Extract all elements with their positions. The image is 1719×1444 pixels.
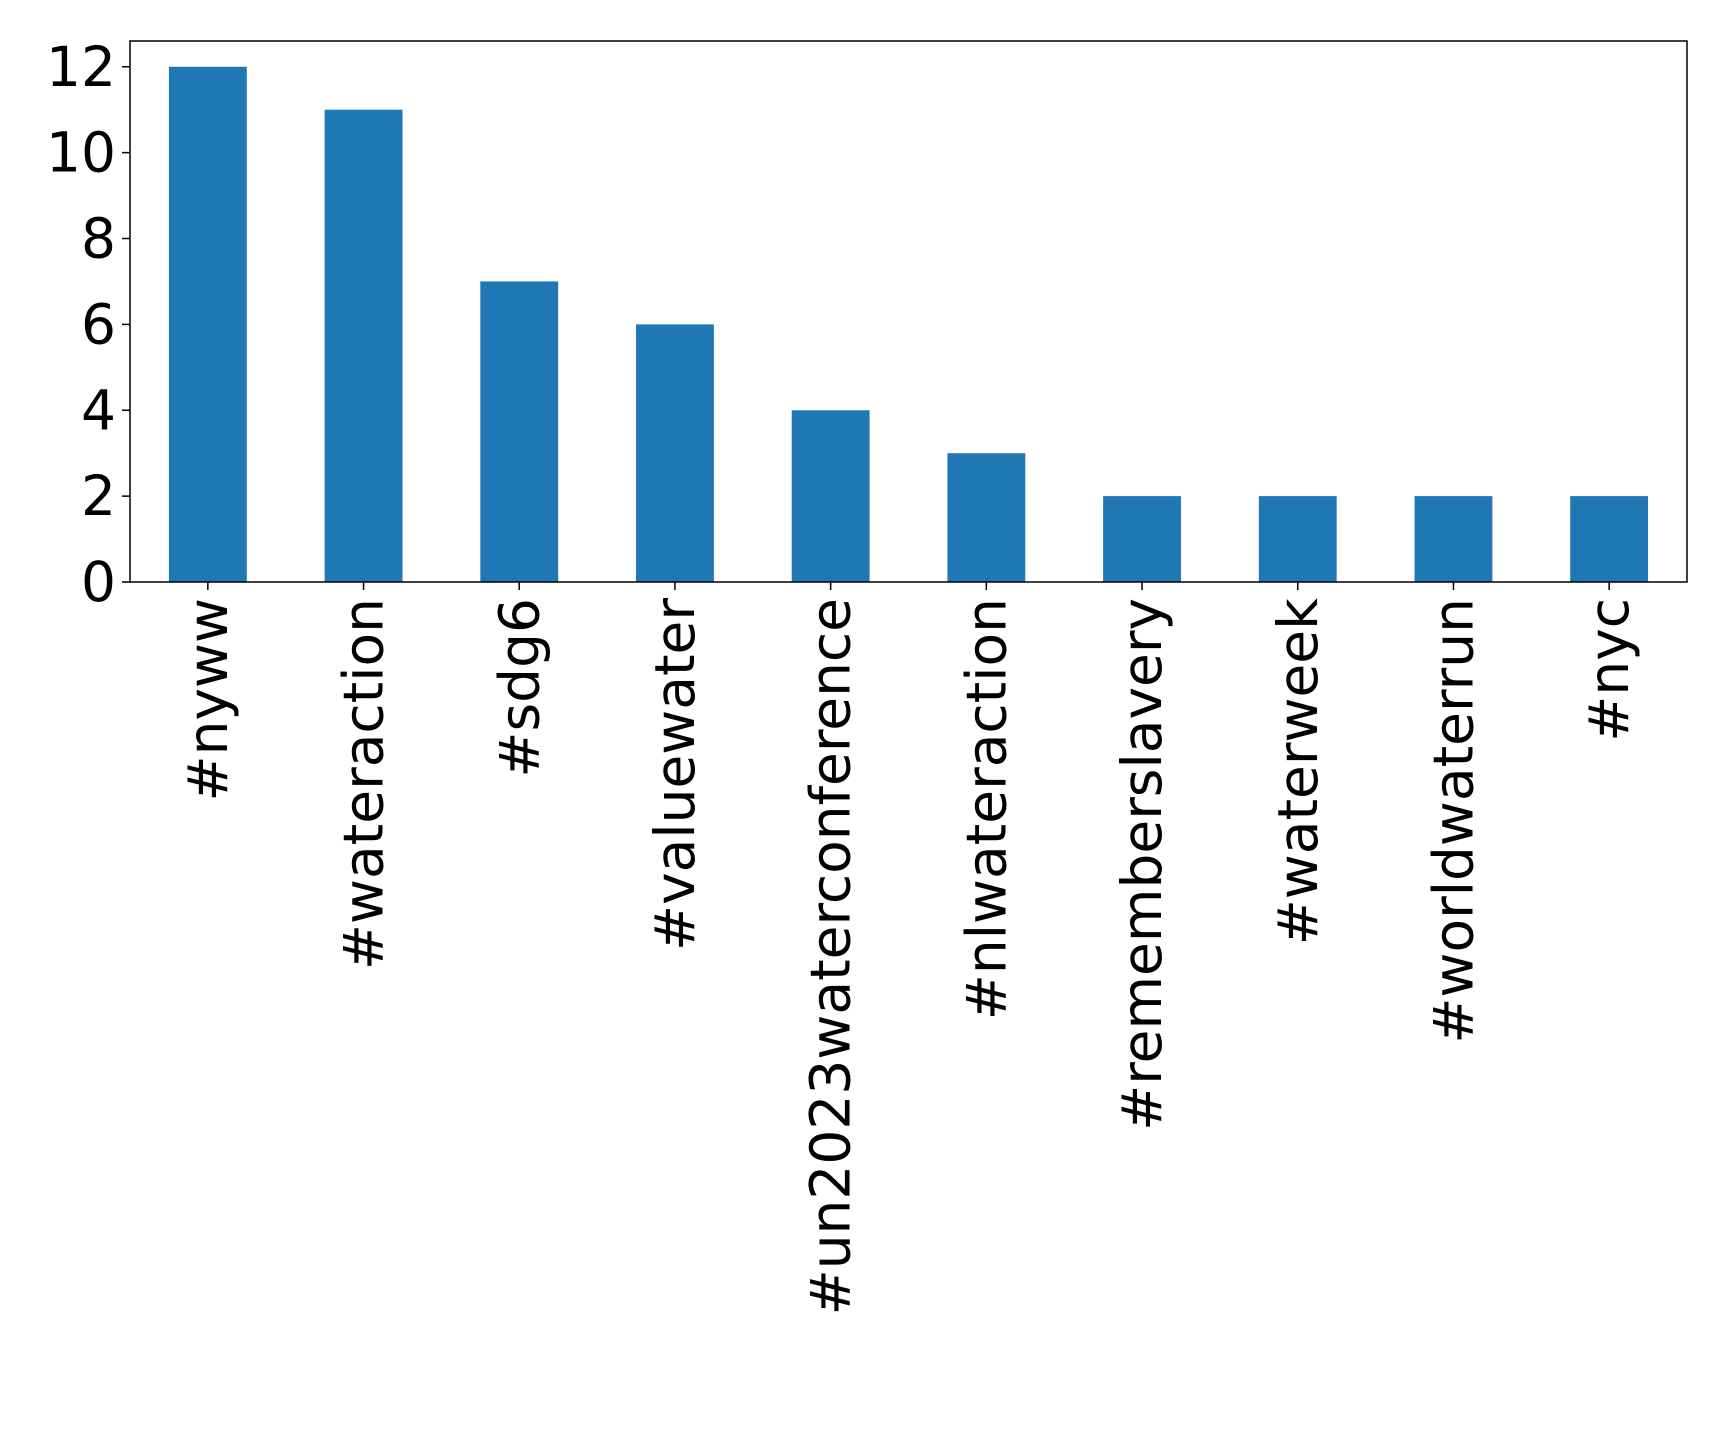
y-tick-label: 8 <box>81 207 116 271</box>
bar <box>636 324 714 582</box>
x-tick-label: #worldwaterrun <box>1421 598 1485 1044</box>
x-tick-label: #valuewater <box>643 598 707 951</box>
x-tick-label: #nyww <box>176 598 240 801</box>
bar <box>324 109 403 582</box>
y-tick-label: 6 <box>81 292 116 356</box>
bar <box>1414 496 1493 582</box>
bar <box>168 66 247 582</box>
bar <box>1258 496 1337 582</box>
x-tick-label: #wateraction <box>332 598 396 970</box>
y-tick-label: 10 <box>46 121 116 185</box>
y-tick-label: 4 <box>81 378 116 442</box>
bar <box>947 453 1026 582</box>
y-tick-label: 0 <box>81 550 116 614</box>
bar <box>791 410 870 582</box>
y-tick-label: 2 <box>81 464 116 528</box>
x-tick-label: #rememberslavery <box>1110 598 1174 1131</box>
x-tick-label: #sdg6 <box>487 598 551 778</box>
x-tick-label: #un2023waterconference <box>799 598 863 1315</box>
x-tick-label: #nyc <box>1577 598 1641 742</box>
y-tick-label: 12 <box>46 35 116 99</box>
bar <box>480 281 559 582</box>
plot-frame <box>129 40 1688 583</box>
x-tick-label: #waterweek <box>1266 598 1330 945</box>
x-tick-label: #nlwateraction <box>954 598 1018 1020</box>
bar <box>1103 496 1181 582</box>
bar <box>1570 496 1649 582</box>
